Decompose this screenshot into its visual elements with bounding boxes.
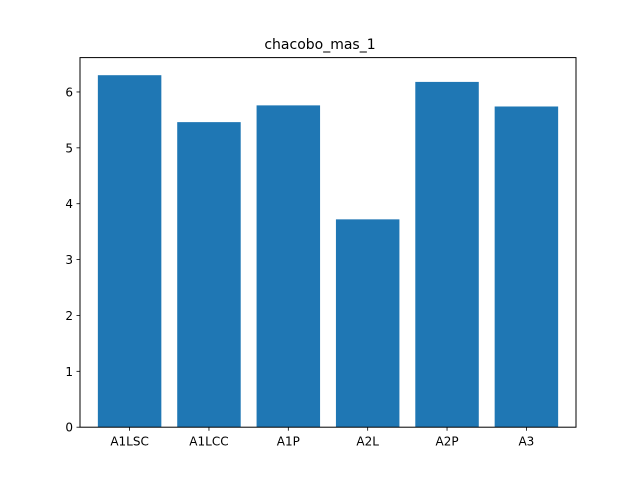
bar-a2l <box>335 219 400 428</box>
y-axis: 0 1 2 3 4 5 6 <box>65 85 80 435</box>
y-tick-label: 0 <box>65 421 73 435</box>
y-tick-label: 2 <box>65 309 73 323</box>
bar-a3 <box>494 106 559 428</box>
x-axis: A1LSC A1LCC A1P A2L A2P A3 <box>110 427 534 449</box>
bar-a2p <box>415 81 479 428</box>
x-tick-label: A2L <box>356 435 379 449</box>
bar-a1lcc <box>177 122 241 428</box>
y-tick-label: 6 <box>65 85 73 99</box>
plot-frame <box>79 57 577 428</box>
y-tick-label: 4 <box>65 197 73 211</box>
bar-a1lsc <box>97 75 162 428</box>
x-tick-label: A1LCC <box>189 435 228 449</box>
x-tick-label: A2P <box>435 435 458 449</box>
y-tick-label: 1 <box>65 365 73 379</box>
chart-title: chacobo_mas_1 <box>264 37 375 53</box>
x-tick-label: A1LSC <box>110 435 149 449</box>
y-tick-label: 3 <box>65 253 73 267</box>
x-tick-label: A1P <box>277 435 300 449</box>
x-tick-label: A3 <box>518 435 534 449</box>
y-tick-label: 5 <box>65 141 73 155</box>
bars-group <box>97 75 559 428</box>
bar-a1p <box>256 105 321 428</box>
